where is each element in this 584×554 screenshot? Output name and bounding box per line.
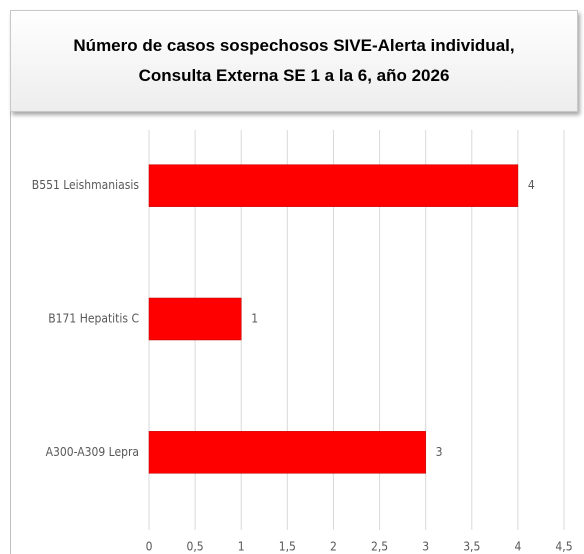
x-tick-label: 4,5 bbox=[555, 540, 572, 554]
bar bbox=[148, 297, 242, 341]
x-tick-label: 0,5 bbox=[187, 540, 204, 554]
x-tick-label: 4 bbox=[514, 540, 521, 554]
x-tick-label: 2 bbox=[330, 540, 337, 554]
x-tick-label: 1 bbox=[238, 540, 245, 554]
title-box: Número de casos sospechosos SIVE-Alerta … bbox=[10, 10, 578, 112]
x-tick-label: 1,5 bbox=[279, 540, 296, 554]
bar bbox=[148, 431, 426, 474]
bar bbox=[148, 164, 519, 207]
y-tick-label: B551 Leishmaniasis bbox=[32, 178, 140, 192]
data-label: 1 bbox=[251, 312, 258, 326]
data-label: 4 bbox=[528, 178, 535, 192]
x-tick-label: 3,5 bbox=[463, 540, 480, 554]
x-tick-label: 3 bbox=[422, 540, 429, 554]
chart-title: Número de casos sospechosos SIVE-Alerta … bbox=[73, 36, 515, 55]
x-tick-label: 0 bbox=[146, 540, 153, 554]
x-tick-label: 2,5 bbox=[371, 540, 388, 554]
y-tick-label: B171 Hepatitis C bbox=[48, 312, 139, 326]
chart-title: Consulta Externa SE 1 a la 6, año 2026 bbox=[138, 66, 450, 85]
y-tick-label: A300-A309 Lepra bbox=[46, 445, 139, 459]
data-label: 3 bbox=[436, 445, 443, 459]
